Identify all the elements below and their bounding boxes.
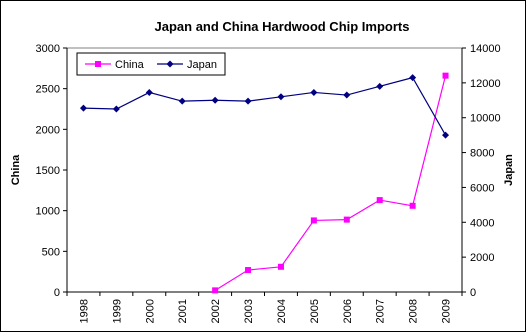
axes: 0 500 1000 1500 2000 2500 3000 0 2000 4000 6000 800… — [10, 43, 515, 323]
data-point-china — [343, 216, 350, 223]
data-point-china — [245, 267, 252, 274]
y-right-tick-label: 8000 — [470, 148, 494, 160]
y-right-tick-label: 2000 — [470, 252, 494, 264]
y-right-tick-label: 4000 — [470, 217, 494, 229]
legend-marker-japan — [166, 60, 174, 68]
data-point-china — [310, 217, 317, 224]
y-left-tick-label: 2000 — [36, 124, 60, 136]
data-point-japan — [376, 82, 384, 90]
data-point-japan — [244, 97, 252, 105]
y-right-tick-label: 12000 — [470, 78, 501, 90]
x-tick-label: 2008 — [408, 299, 420, 323]
y-left-tick-label: 500 — [42, 246, 60, 258]
legend-label-china: China — [115, 59, 145, 71]
data-point-japan — [211, 96, 219, 104]
y-left-tick-label: 0 — [54, 287, 60, 299]
y-right-tick-label: 0 — [470, 287, 476, 299]
y-right-tick-label: 10000 — [470, 113, 501, 125]
plot-frame — [66, 47, 463, 293]
x-tick-label: 2005 — [309, 299, 321, 323]
data-point-japan — [145, 88, 153, 96]
y-right-tick-label: 14000 — [470, 43, 501, 55]
x-tick-label: 1999 — [111, 299, 123, 323]
y-left-tick-label: 1500 — [36, 165, 60, 177]
x-tick-label: 2002 — [210, 299, 222, 323]
data-point-china — [409, 202, 416, 209]
x-tick-label: 2006 — [342, 299, 354, 323]
x-tick-label: 2007 — [375, 299, 387, 323]
y-right-tick-label: 6000 — [470, 182, 494, 194]
x-tick-label: 2000 — [144, 299, 156, 323]
data-point-china — [212, 287, 219, 294]
data-point-china — [442, 72, 449, 79]
x-tick-label: 2009 — [441, 299, 453, 323]
legend-label-japan: Japan — [187, 59, 217, 71]
x-tick-label: 2004 — [276, 299, 288, 323]
data-point-japan — [79, 104, 87, 112]
data-point-china — [277, 263, 284, 270]
chart-title: Japan and China Hardwood Chip Imports — [155, 19, 410, 34]
data-point-japan — [343, 91, 351, 99]
legend-box — [76, 52, 226, 76]
y-left-tick-label: 1000 — [36, 206, 60, 218]
x-tick-label: 2003 — [243, 299, 255, 323]
y-left-axis-title: China — [10, 154, 22, 185]
plot-area — [66, 47, 463, 293]
data-point-china — [376, 197, 383, 204]
data-point-japan — [178, 97, 186, 105]
y-left-tick-label: 2500 — [36, 84, 60, 96]
series-layer — [79, 72, 450, 294]
x-tick-label: 2001 — [177, 299, 189, 323]
series-line-japan — [83, 76, 447, 136]
legend: China Japan — [76, 52, 226, 76]
data-point-japan — [112, 105, 120, 113]
y-left-tick-label: 3000 — [36, 43, 60, 55]
data-point-japan — [442, 131, 450, 139]
data-point-japan — [310, 88, 318, 96]
y-right-axis-title: Japan — [503, 154, 515, 186]
data-point-japan — [409, 74, 417, 82]
series-line-china — [214, 75, 447, 291]
data-point-japan — [277, 93, 285, 101]
legend-marker-china — [95, 61, 101, 67]
x-tick-label: 1998 — [78, 299, 90, 323]
